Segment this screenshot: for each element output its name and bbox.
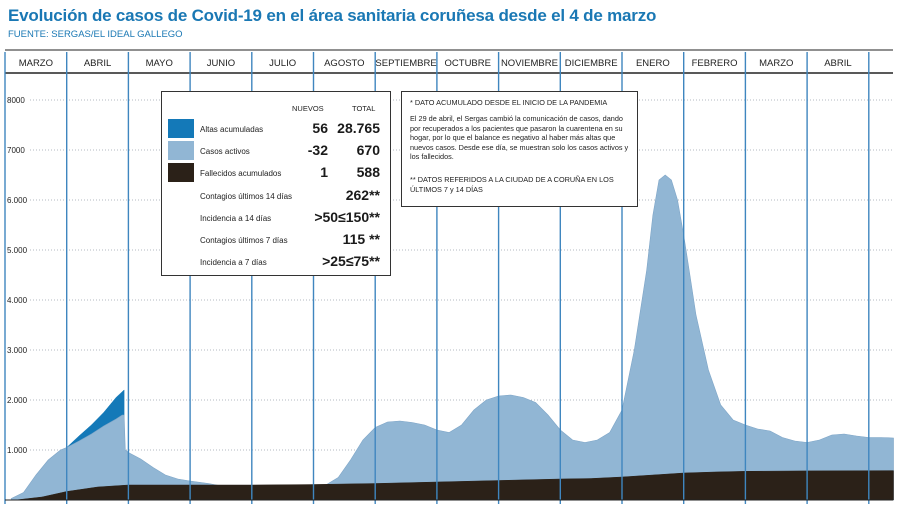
month-label: AGOSTO (324, 58, 364, 69)
y-tick-label: 7000 (7, 146, 25, 155)
series-area-activos (10, 174, 894, 501)
y-tick-label: 2.000 (7, 396, 28, 405)
y-tick-label: 6.000 (7, 196, 28, 205)
month-label: FEBRERO (692, 58, 738, 69)
y-tick-label: 5.000 (7, 246, 28, 255)
month-label: SEPTIEMBRE (375, 58, 436, 69)
month-label: JULIO (269, 58, 296, 69)
legend-label: Fallecidos acumulados (200, 169, 282, 178)
stat-row: Incidencia a 14 días >50≤150** (162, 208, 390, 230)
note-city-data: ** DATOS REFERIDOS A LA CIUDAD DE A CORU… (410, 175, 614, 194)
legend-row-activos: Casos activos -32 670 (162, 141, 390, 163)
legend-label: Altas acumuladas (200, 125, 264, 134)
chart-title: Evolución de casos de Covid-19 en el áre… (8, 6, 657, 25)
note-sergas-change: El 29 de abril, el Sergas cambió la comu… (410, 114, 629, 162)
legend-swatch-fallecidos (168, 163, 194, 182)
month-label: OCTUBRE (445, 58, 491, 69)
stat-value: 115 ** (342, 231, 380, 247)
stat-value: >25≤75** (322, 253, 380, 269)
month-label: ABRIL (824, 58, 851, 69)
stat-row: Incidencia a 7 días >25≤75** (162, 252, 390, 274)
legend-total-value: 28.765 (337, 120, 380, 136)
y-tick-label: 1.000 (7, 446, 28, 455)
legend-row-fallecidos: Fallecidos acumulados 1 588 (162, 163, 390, 185)
legend-head-total: TOTAL (352, 104, 376, 113)
y-tick-label: 4.000 (7, 296, 28, 305)
month-label: DICIEMBRE (565, 58, 618, 69)
note-accumulated: * DATO ACUMULADO DESDE EL INICIO DE LA P… (410, 98, 608, 107)
legend-nuevos-value: 56 (312, 120, 328, 136)
legend-total-value: 670 (356, 142, 380, 158)
legend-nuevos-value: -32 (307, 142, 328, 158)
legend-total-value: 588 (356, 164, 380, 180)
stat-value: 262** (345, 187, 380, 203)
stat-label: Contagios últimos 14 días (200, 192, 293, 201)
stat-value: >50≤150** (314, 209, 380, 225)
legend-label: Casos activos (200, 147, 250, 156)
month-label: MARZO (759, 58, 793, 69)
stat-label: Contagios últimos 7 días (200, 236, 288, 245)
notes-box: * DATO ACUMULADO DESDE EL INICIO DE LA P… (401, 91, 638, 207)
month-label: ENERO (636, 58, 670, 69)
stat-row: Contagios últimos 7 días 115 ** (162, 230, 390, 252)
month-label: ABRIL (84, 58, 111, 69)
chart-source: FUENTE: SERGAS/EL IDEAL GALLEGO (8, 29, 183, 40)
month-label: JUNIO (207, 58, 236, 69)
y-tick-label: 3.000 (7, 346, 28, 355)
stat-label: Incidencia a 7 días (200, 258, 267, 267)
stat-label: Incidencia a 14 días (200, 214, 272, 223)
legend-nuevos-value: 1 (320, 164, 328, 180)
y-tick-label: 8000 (7, 96, 25, 105)
month-label: NOVIEMBRE (501, 58, 558, 69)
legend-swatch-activos (168, 141, 194, 160)
legend-swatch-altas (168, 119, 194, 138)
month-label: MAYO (146, 58, 173, 69)
legend-head-nuevos: NUEVOS (292, 104, 324, 113)
month-label: MARZO (19, 58, 53, 69)
legend-box: NUEVOS TOTAL Altas acumuladas 56 28.765 … (161, 91, 391, 276)
legend-row-altas: Altas acumuladas 56 28.765 (162, 119, 390, 141)
stat-row: Contagios últimos 14 días 262** (162, 186, 390, 208)
series-area-fallecidos (17, 470, 894, 501)
